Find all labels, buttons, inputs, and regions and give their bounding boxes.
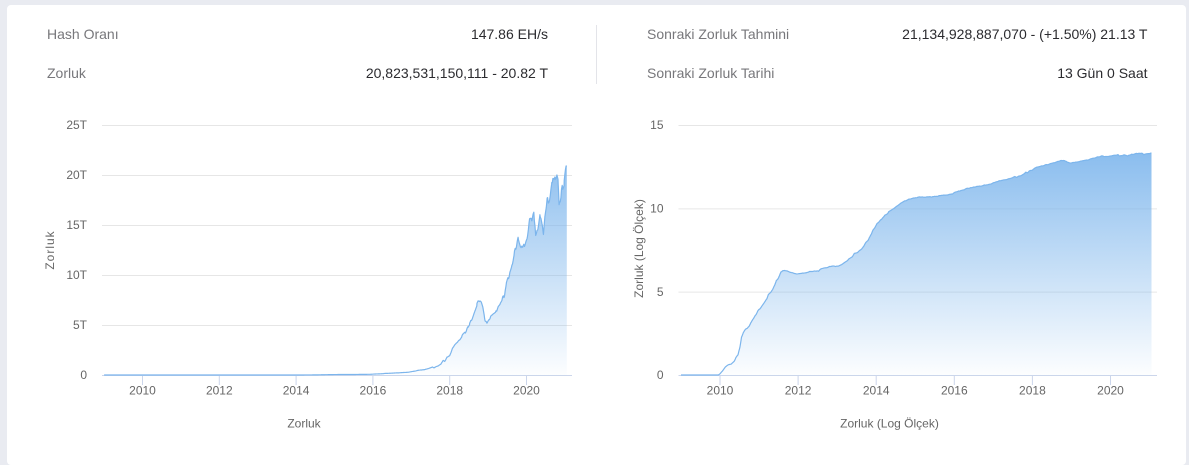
svg-text:25T: 25T — [66, 118, 87, 132]
svg-text:5: 5 — [657, 285, 664, 299]
svg-text:15: 15 — [650, 118, 664, 132]
svg-text:Zorluk: Zorluk — [287, 417, 321, 431]
svg-text:2010: 2010 — [707, 384, 734, 398]
svg-text:2016: 2016 — [941, 384, 968, 398]
svg-text:Zorluk: Zorluk — [43, 230, 57, 269]
svg-text:Zorluk (Log Ölçek): Zorluk (Log Ölçek) — [840, 417, 939, 431]
svg-text:2018: 2018 — [1019, 384, 1046, 398]
svg-text:0: 0 — [80, 368, 87, 382]
svg-text:2014: 2014 — [863, 384, 890, 398]
svg-text:0: 0 — [657, 368, 664, 382]
svg-text:5T: 5T — [73, 318, 88, 332]
svg-text:2018: 2018 — [436, 384, 463, 398]
svg-text:2014: 2014 — [283, 384, 310, 398]
svg-text:2012: 2012 — [206, 384, 233, 398]
svg-text:20T: 20T — [66, 168, 87, 182]
svg-text:2016: 2016 — [360, 384, 387, 398]
svg-text:15T: 15T — [66, 218, 87, 232]
svg-text:2012: 2012 — [785, 384, 812, 398]
svg-text:2020: 2020 — [1097, 384, 1124, 398]
svg-text:2010: 2010 — [129, 384, 156, 398]
svg-text:10T: 10T — [66, 268, 87, 282]
svg-text:10: 10 — [650, 202, 664, 216]
svg-text:2020: 2020 — [513, 384, 540, 398]
svg-text:Zorluk (Log Ölçek): Zorluk (Log Ölçek) — [632, 199, 646, 298]
